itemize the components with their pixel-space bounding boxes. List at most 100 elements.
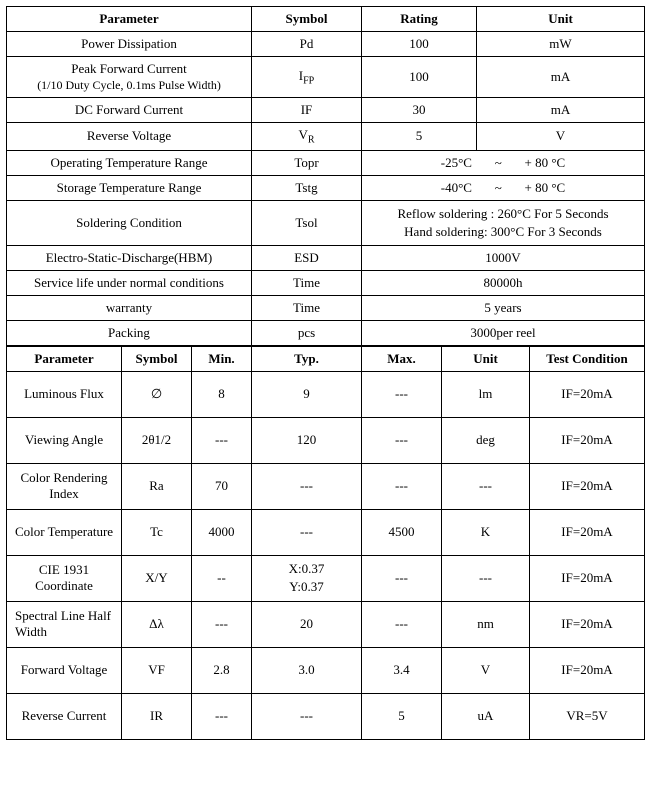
cell-symbol: Time [252,270,362,295]
cell-min: --- [192,601,252,647]
cell-symbol: Δλ [122,601,192,647]
cell-cond: VR=5V [530,693,645,739]
table-row: CIE 1931 Coordinate X/Y -- X:0.37 Y:0.37… [7,555,645,601]
cell-rating-merged: 1000V [362,245,645,270]
col-unit: Unit [442,346,530,371]
cell-cond: IF=20mA [530,601,645,647]
table-header-row: Parameter Symbol Min. Typ. Max. Unit Tes… [7,346,645,371]
param-main: Peak Forward Current [71,61,187,76]
cell-symbol: VF [122,647,192,693]
cell-symbol: Pd [252,32,362,57]
cell-unit: --- [442,555,530,601]
cell-max: --- [362,601,442,647]
symbol-sub: FP [303,75,314,86]
cell-symbol: Tc [122,509,192,555]
cell-parameter: DC Forward Current [7,98,252,123]
cell-typ: 9 [252,371,362,417]
col-max: Max. [362,346,442,371]
cell-cond: IF=20mA [530,463,645,509]
col-parameter: Parameter [7,346,122,371]
cell-parameter: warranty [7,295,252,320]
col-symbol: Symbol [252,7,362,32]
cell-symbol: IF [252,98,362,123]
cell-typ: 3.0 [252,647,362,693]
cell-symbol: VR [252,123,362,151]
cell-min: 8 [192,371,252,417]
cell-symbol: IR [122,693,192,739]
cell-rating: 100 [362,57,477,98]
cell-max: 5 [362,693,442,739]
symbol-sub: R [308,135,315,146]
col-cond: Test Condition [530,346,645,371]
cell-symbol: Topr [252,150,362,175]
col-min: Min. [192,346,252,371]
cell-min: 4000 [192,509,252,555]
cell-rating-merged: -25°C ~ + 80 °C [362,150,645,175]
cell-cond: IF=20mA [530,555,645,601]
table-row: Forward Voltage VF 2.8 3.0 3.4 V IF=20mA [7,647,645,693]
cell-parameter: Service life under normal conditions [7,270,252,295]
cell-typ: --- [252,463,362,509]
cell-symbol: X/Y [122,555,192,601]
cell-min: -- [192,555,252,601]
cell-rating-merged: 80000h [362,270,645,295]
cell-symbol: ∅ [122,371,192,417]
table-row: Peak Forward Current (1/10 Duty Cycle, 0… [7,57,645,98]
cell-cond: IF=20mA [530,647,645,693]
table-row: Soldering Condition Tsol Reflow solderin… [7,200,645,245]
cell-unit: --- [442,463,530,509]
cell-parameter: Storage Temperature Range [7,175,252,200]
cell-min: --- [192,693,252,739]
cell-unit: K [442,509,530,555]
table-header-row: Parameter Symbol Rating Unit [7,7,645,32]
cell-parameter: Luminous Flux [7,371,122,417]
cell-cond: IF=20mA [530,371,645,417]
cell-parameter: Peak Forward Current (1/10 Duty Cycle, 0… [7,57,252,98]
cell-rating-merged: 3000per reel [362,320,645,345]
cell-max: --- [362,463,442,509]
cell-parameter: Spectral Line Half Width [7,601,122,647]
col-rating: Rating [362,7,477,32]
table-row: Viewing Angle 2θ1/2 --- 120 --- deg IF=2… [7,417,645,463]
table-row: Spectral Line Half Width Δλ --- 20 --- n… [7,601,645,647]
cell-parameter: Packing [7,320,252,345]
cell-parameter: Power Dissipation [7,32,252,57]
cell-symbol: Time [252,295,362,320]
cell-max: --- [362,417,442,463]
col-typ: Typ. [252,346,362,371]
cell-rating: 5 [362,123,477,151]
cell-unit: mW [477,32,645,57]
cell-rating-merged: Reflow soldering : 260°C For 5 Seconds H… [362,200,645,245]
table-row: Electro-Static-Discharge(HBM) ESD 1000V [7,245,645,270]
electro-optical-table: Parameter Symbol Min. Typ. Max. Unit Tes… [6,346,645,740]
table-row: warranty Time 5 years [7,295,645,320]
cell-symbol: ESD [252,245,362,270]
cell-min: --- [192,417,252,463]
cell-unit: V [477,123,645,151]
cell-parameter: Viewing Angle [7,417,122,463]
cell-unit: uA [442,693,530,739]
table-row: Color Rendering Index Ra 70 --- --- --- … [7,463,645,509]
typ-line1: X:0.37 [289,561,325,576]
cell-rating-merged: -40°C ~ + 80 °C [362,175,645,200]
table-row: Luminous Flux ∅ 8 9 --- lm IF=20mA [7,371,645,417]
cell-cond: IF=20mA [530,509,645,555]
cell-typ: --- [252,693,362,739]
cell-unit: V [442,647,530,693]
table-row: Color Temperature Tc 4000 --- 4500 K IF=… [7,509,645,555]
line2: Hand soldering: 300°C For 3 Seconds [404,224,602,239]
table-row: Reverse Voltage VR 5 V [7,123,645,151]
cell-max: --- [362,371,442,417]
cell-typ: X:0.37 Y:0.37 [252,555,362,601]
line1: Reflow soldering : 260°C For 5 Seconds [397,206,608,221]
cell-parameter: Color Rendering Index [7,463,122,509]
cell-symbol: 2θ1/2 [122,417,192,463]
cell-parameter: CIE 1931 Coordinate [7,555,122,601]
cell-max: 3.4 [362,647,442,693]
cell-symbol: pcs [252,320,362,345]
typ-line2: Y:0.37 [289,579,324,594]
cell-max: --- [362,555,442,601]
table-row: Service life under normal conditions Tim… [7,270,645,295]
table-row: Operating Temperature Range Topr -25°C ~… [7,150,645,175]
cell-typ: 120 [252,417,362,463]
